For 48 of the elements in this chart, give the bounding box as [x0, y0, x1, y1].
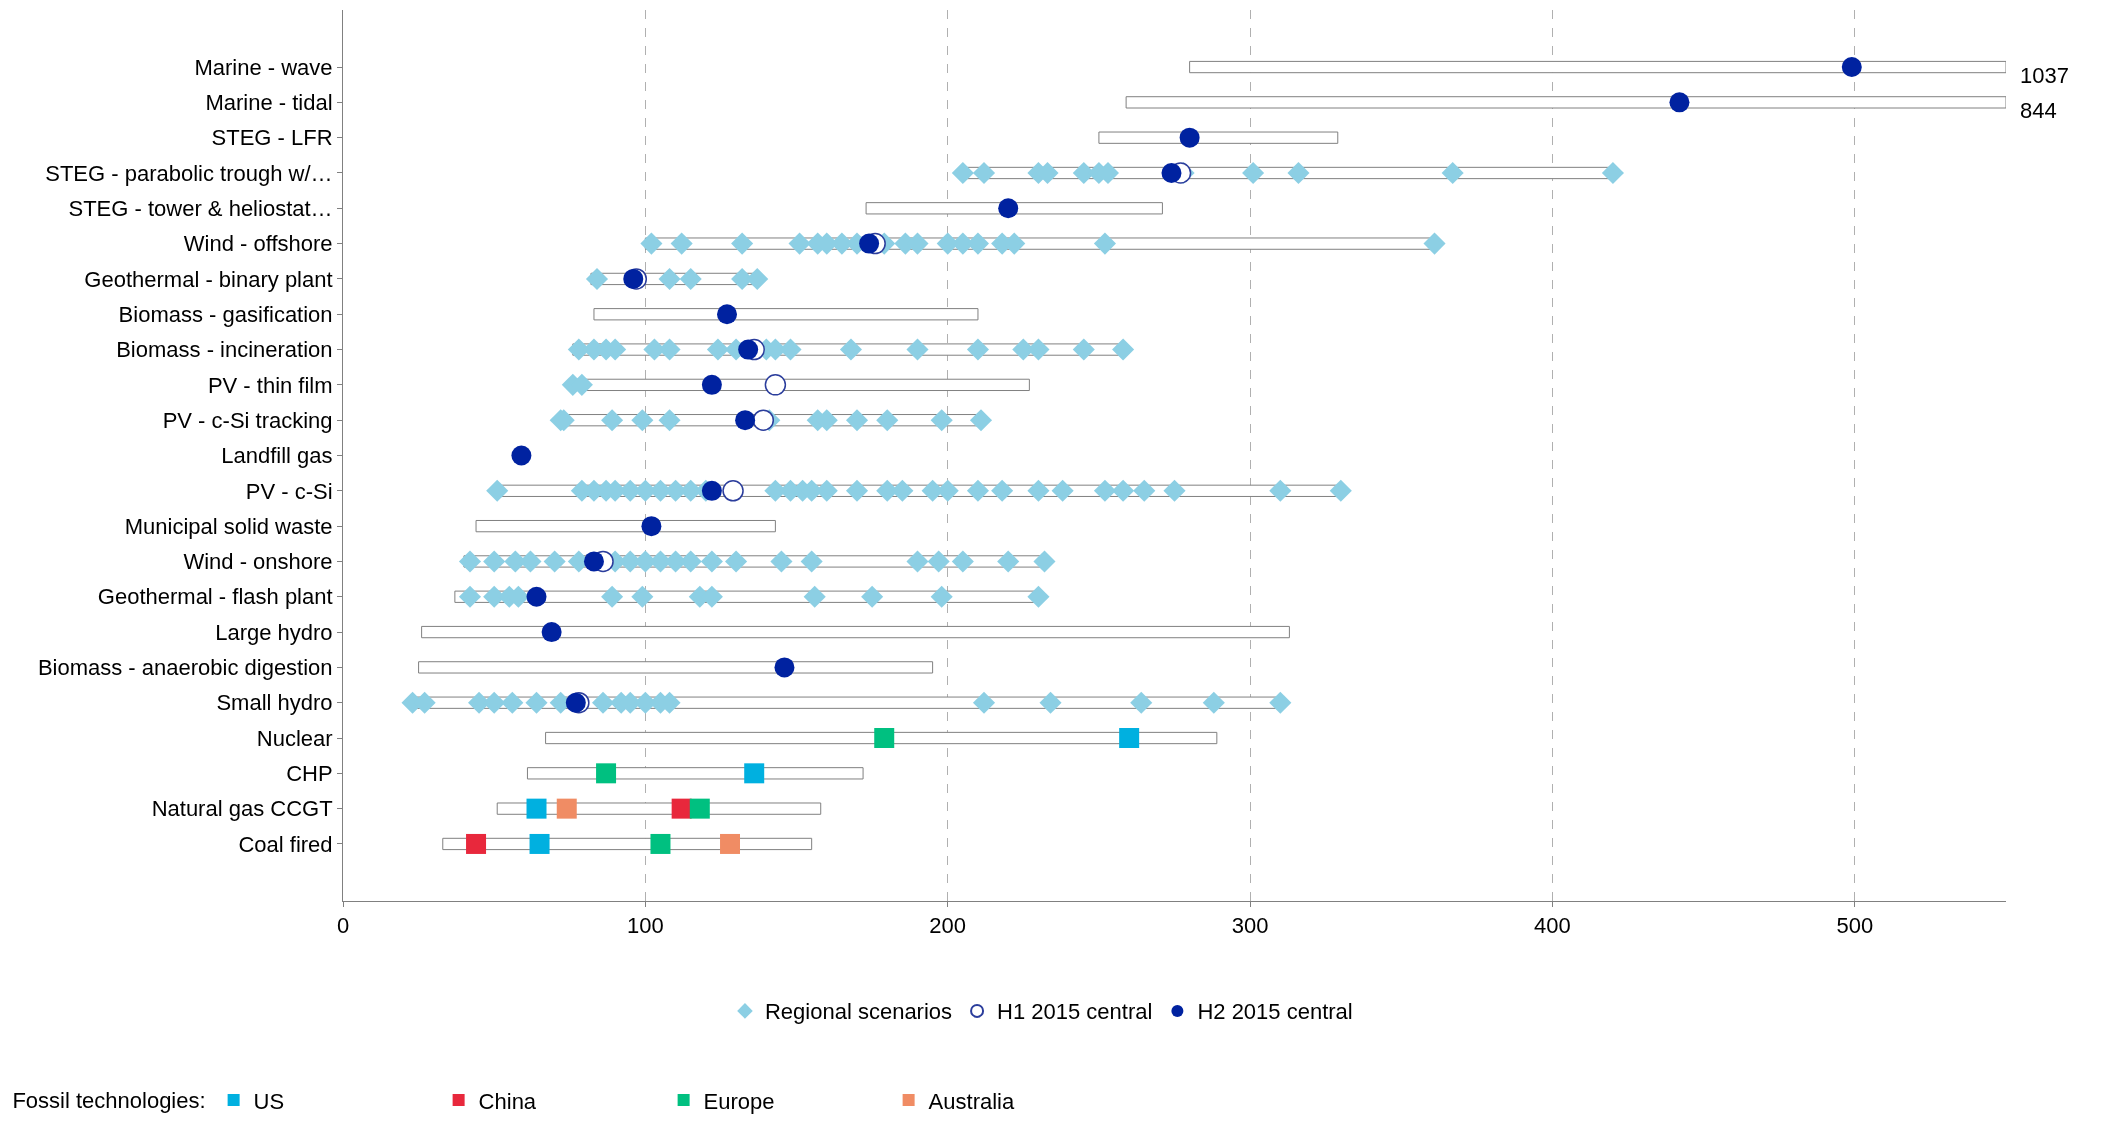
y-tick-label: STEG - parabolic trough w/…: [45, 160, 333, 186]
x-tick-label: 500: [1836, 913, 1874, 939]
x-tick-label: 300: [1231, 913, 1269, 939]
legend-label: Regional scenarios: [764, 999, 953, 1025]
bar: [421, 625, 1290, 639]
bar: [1125, 96, 2006, 109]
y-tick-label: Marine - wave: [194, 54, 333, 80]
annotation: 1037: [2020, 63, 2069, 88]
y-tick-label: Wind - onshore: [183, 549, 333, 575]
legend-title: Fossil technologies:: [12, 1087, 206, 1113]
annotation: 844: [2020, 98, 2057, 123]
y-tick-label: Biomass - anaerobic digestion: [37, 655, 333, 681]
y-tick-label: PV - c-Si tracking: [162, 407, 333, 433]
y-tick-label: Geothermal - flash plant: [97, 584, 333, 610]
x-tick-label: 400: [1534, 913, 1571, 939]
y-tick-label: Large hydro: [215, 619, 333, 645]
y-tick-label: Marine - tidal: [205, 90, 333, 116]
bar: [1189, 60, 2006, 74]
legend-label: H1 2015 central: [997, 999, 1153, 1025]
bar: [593, 308, 979, 321]
y-tick-label: Biomass - incineration: [116, 337, 333, 363]
y-tick-label: Natural gas CCGT: [151, 796, 333, 822]
legend-label: US: [253, 1088, 285, 1114]
legend-label: H2 2015 central: [1197, 999, 1353, 1025]
x-tick-label: 100: [627, 913, 664, 939]
y-tick-label: STEG - tower & heliostat…: [68, 196, 333, 221]
bar: [865, 202, 1163, 215]
legend-label: China: [478, 1088, 537, 1114]
y-tick-label: PV - thin film: [207, 372, 333, 398]
y-tick-label: Small hydro: [216, 690, 333, 716]
y-tick-label: CHP: [286, 761, 333, 787]
bar: [1098, 131, 1339, 144]
legend-label: Europe: [703, 1088, 775, 1114]
y-tick-label: Landfill gas: [221, 443, 333, 469]
y-tick-label: STEG - LFR: [211, 125, 333, 151]
x-tick-label: 0: [336, 913, 350, 939]
bar: [545, 731, 1218, 745]
x-tick-label: 200: [929, 913, 967, 939]
y-tick-label: Nuclear: [256, 725, 333, 751]
y-tick-label: Wind - offshore: [183, 231, 333, 257]
y-tick-label: Biomass - gasification: [118, 301, 333, 327]
y-tick-label: Municipal solid waste: [124, 513, 333, 539]
y-tick-label: Coal fired: [238, 831, 333, 857]
bar: [418, 661, 934, 674]
y-tick-label: PV - c-Si: [245, 478, 333, 504]
y-tick-label: Geothermal - binary plant: [84, 266, 333, 292]
bar: [475, 519, 776, 533]
legend-label: Australia: [928, 1088, 1015, 1114]
